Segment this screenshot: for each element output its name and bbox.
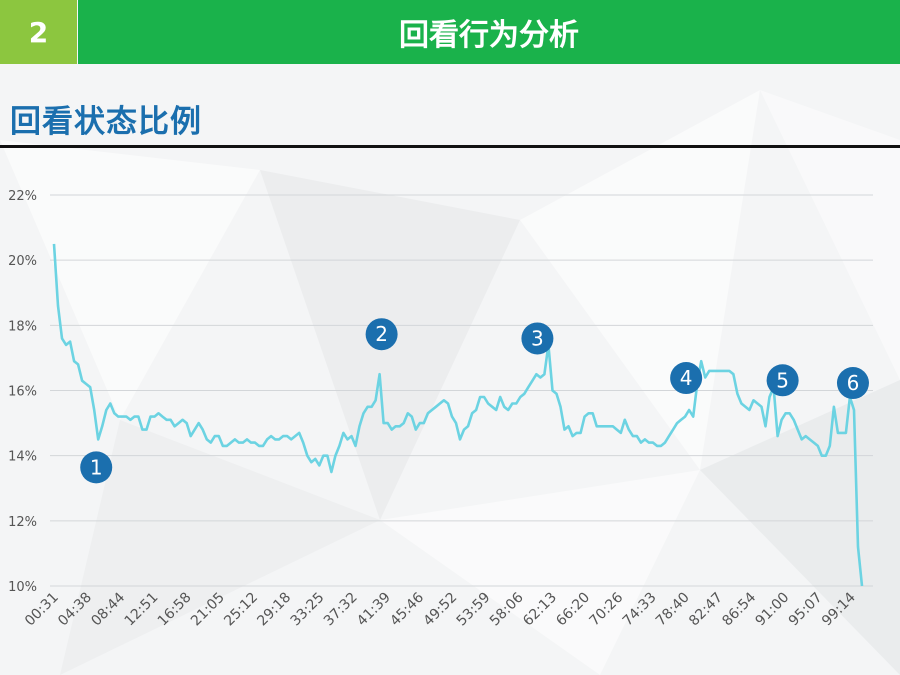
- series-line: [52, 243, 864, 587]
- peak-marker-circle: [521, 322, 554, 355]
- x-tick-label: 78:40: [653, 590, 693, 630]
- y-tick-label: 22%: [8, 189, 37, 204]
- x-tick-label: 99:14: [819, 589, 859, 629]
- x-tick-label: 25:12: [221, 590, 261, 630]
- x-tick-label: 58:06: [487, 589, 527, 629]
- slide-header: 2 回看行为分析: [0, 0, 900, 64]
- x-tick-label: 37:32: [321, 590, 361, 630]
- x-tick-label: 95:07: [786, 590, 826, 630]
- line-chart: 10% 12% 14% 16% 18% 20% 22% 00:3104:3808:4412:5…: [8, 189, 873, 630]
- x-tick-label: 74:33: [620, 590, 660, 630]
- x-tick-label: 12:51: [122, 590, 162, 630]
- x-tick-label: 04:38: [55, 590, 95, 630]
- x-tick-label: 49:52: [420, 590, 460, 630]
- peak-marker-circle: [670, 362, 703, 395]
- x-tick-label: 91:00: [753, 590, 793, 630]
- x-tick-label: 45:46: [387, 589, 427, 629]
- title-divider: [0, 145, 900, 148]
- peak-marker-label: 3: [531, 326, 544, 350]
- x-tick-label: 29:18: [254, 590, 294, 630]
- slide-title: 回看行为分析: [78, 0, 900, 64]
- y-tick-label: 20%: [8, 254, 37, 269]
- peak-marker-circle: [766, 364, 799, 397]
- x-tick-label: 41:39: [354, 590, 394, 630]
- x-tick-label: 08:44: [88, 589, 128, 629]
- x-tick-label: 16:58: [155, 590, 195, 630]
- peak-marker-label: 6: [847, 371, 860, 395]
- y-tick-label: 18%: [8, 319, 37, 334]
- peak-marker-circle: [365, 318, 398, 351]
- peak-marker-label: 1: [90, 455, 103, 479]
- y-tick-label: 14%: [8, 450, 37, 465]
- x-tick-label: 86:54: [719, 589, 759, 629]
- x-tick-label: 33:25: [288, 590, 328, 630]
- x-tick-label: 53:59: [454, 590, 494, 630]
- section-title: 回看状态比例: [10, 104, 202, 140]
- x-tick-label: 70:26: [587, 589, 627, 629]
- peak-marker-circle: [80, 451, 113, 484]
- peak-marker-label: 5: [776, 368, 789, 392]
- peak-marker-label: 2: [375, 322, 388, 346]
- peak-marker-label: 4: [680, 366, 693, 390]
- x-tick-label: 21:05: [188, 590, 228, 630]
- x-tick-label: 66:20: [553, 590, 593, 630]
- x-tick-label: 00:31: [22, 590, 62, 630]
- x-tick-label: 82:47: [686, 590, 726, 630]
- y-tick-label: 16%: [8, 385, 37, 400]
- x-tick-label: 62:13: [520, 590, 560, 630]
- y-tick-label: 12%: [8, 515, 37, 530]
- y-tick-label: 10%: [8, 580, 37, 595]
- peak-marker-circle: [836, 367, 869, 400]
- section-number-badge: 2: [0, 0, 77, 64]
